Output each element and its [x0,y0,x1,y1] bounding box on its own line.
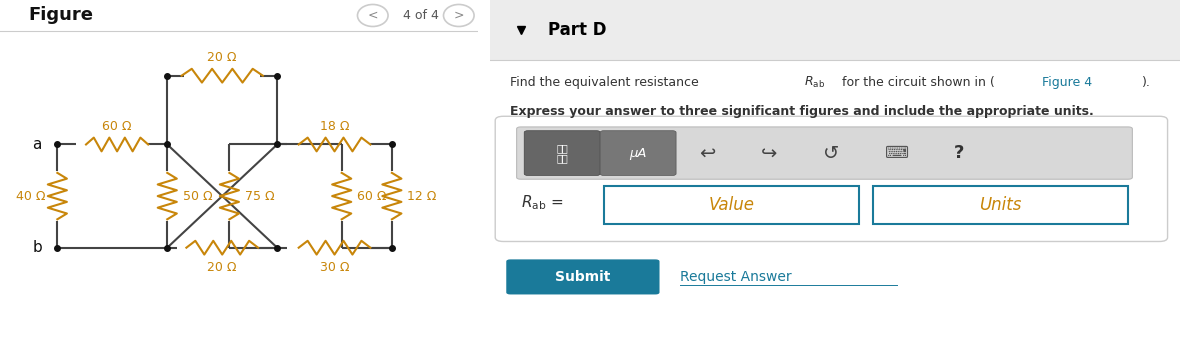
FancyBboxPatch shape [490,0,1180,60]
Text: Value: Value [708,196,754,214]
Text: 60 Ω: 60 Ω [358,190,387,203]
Text: Find the equivalent resistance: Find the equivalent resistance [511,76,703,89]
Text: b: b [32,240,42,255]
FancyBboxPatch shape [517,127,1133,179]
Text: 60 Ω: 60 Ω [103,120,132,133]
FancyBboxPatch shape [506,259,660,294]
FancyBboxPatch shape [873,186,1128,224]
Text: ?: ? [953,144,964,162]
Text: ).: ). [1142,76,1150,89]
Text: ↩: ↩ [699,143,715,163]
Text: >: > [453,9,464,22]
Text: Express your answer to three significant figures and include the appropriate uni: Express your answer to three significant… [511,105,1094,118]
Text: 50 Ω: 50 Ω [183,190,212,203]
FancyBboxPatch shape [524,131,601,175]
FancyBboxPatch shape [604,186,859,224]
Text: Part D: Part D [549,21,607,39]
Text: $R_{\mathrm{ab}}$: $R_{\mathrm{ab}}$ [804,75,825,90]
Text: Figure 4: Figure 4 [1042,76,1092,89]
Text: 20 Ω: 20 Ω [208,51,237,64]
FancyBboxPatch shape [601,131,676,175]
Text: ⬜⬜
⬜⬜: ⬜⬜ ⬜⬜ [556,143,568,163]
FancyBboxPatch shape [496,116,1167,241]
Text: Units: Units [979,196,1022,214]
Text: 20 Ω: 20 Ω [208,261,237,274]
Text: $R_{\mathrm{ab}}$ =: $R_{\mathrm{ab}}$ = [520,194,563,212]
Text: Figure: Figure [28,7,93,24]
Text: 4 of 4: 4 of 4 [402,9,439,22]
Text: 18 Ω: 18 Ω [320,120,349,133]
Text: μA: μA [629,147,647,160]
Text: a: a [33,137,42,152]
Text: Submit: Submit [556,270,610,284]
Text: 12 Ω: 12 Ω [407,190,437,203]
Text: for the circuit shown in (: for the circuit shown in ( [838,76,995,89]
Text: ↪: ↪ [761,143,778,163]
Text: 75 Ω: 75 Ω [244,190,274,203]
Text: ⌨: ⌨ [885,144,909,162]
Text: Request Answer: Request Answer [680,270,791,284]
Text: 30 Ω: 30 Ω [320,261,349,274]
Text: ↺: ↺ [824,143,840,163]
Text: 40 Ω: 40 Ω [17,190,46,203]
Text: <: < [367,9,378,22]
